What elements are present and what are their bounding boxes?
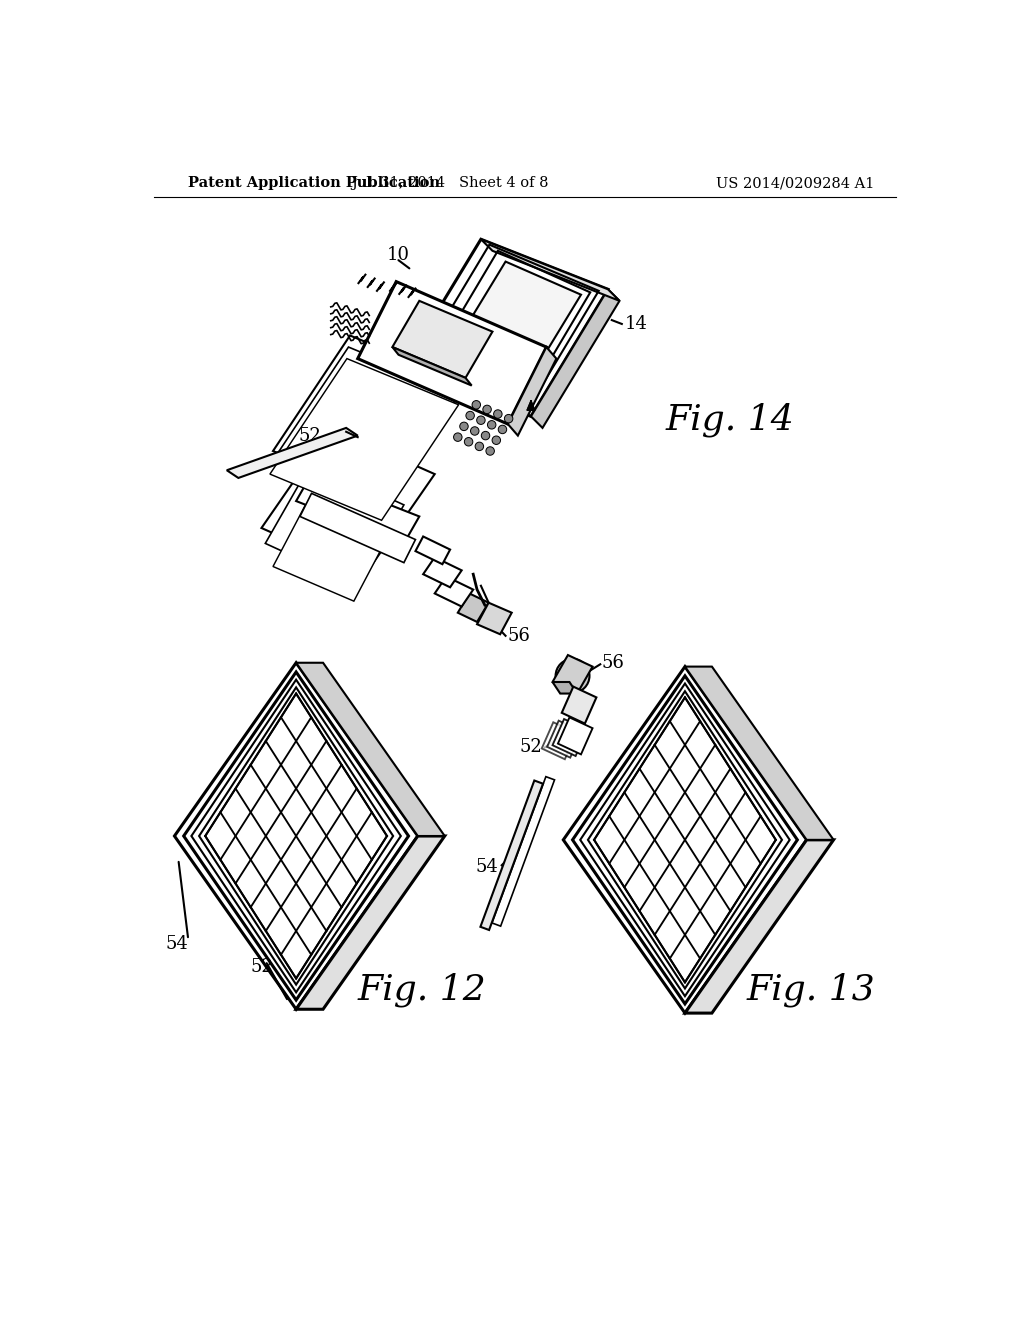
Polygon shape xyxy=(558,718,593,755)
Text: 14: 14 xyxy=(625,315,648,333)
Polygon shape xyxy=(438,261,581,405)
Text: Fig. 12: Fig. 12 xyxy=(357,973,486,1007)
Polygon shape xyxy=(183,672,409,1001)
Text: 54: 54 xyxy=(166,935,188,953)
Text: 54: 54 xyxy=(476,858,499,875)
Polygon shape xyxy=(508,347,556,436)
Polygon shape xyxy=(435,577,473,607)
Polygon shape xyxy=(296,836,444,1010)
Circle shape xyxy=(499,425,507,434)
Text: Fig. 14: Fig. 14 xyxy=(666,403,795,437)
Text: 56: 56 xyxy=(508,627,530,644)
Polygon shape xyxy=(392,347,472,385)
Polygon shape xyxy=(205,693,387,978)
Polygon shape xyxy=(416,536,451,564)
Polygon shape xyxy=(403,239,608,416)
Circle shape xyxy=(483,405,492,413)
Text: 52: 52 xyxy=(250,958,272,975)
Circle shape xyxy=(487,421,496,429)
Polygon shape xyxy=(527,401,535,411)
Polygon shape xyxy=(553,682,578,693)
Text: 52: 52 xyxy=(520,738,543,756)
Circle shape xyxy=(477,416,485,425)
Polygon shape xyxy=(273,494,392,601)
Polygon shape xyxy=(563,667,807,1014)
Polygon shape xyxy=(562,686,596,723)
Polygon shape xyxy=(531,289,620,428)
Circle shape xyxy=(493,436,501,445)
Polygon shape xyxy=(685,667,834,840)
Polygon shape xyxy=(174,663,418,1010)
Circle shape xyxy=(556,659,590,693)
Circle shape xyxy=(475,442,483,450)
Polygon shape xyxy=(581,684,790,997)
Polygon shape xyxy=(423,557,462,587)
Circle shape xyxy=(494,409,502,418)
Circle shape xyxy=(505,414,513,422)
Polygon shape xyxy=(542,722,577,759)
Polygon shape xyxy=(199,688,393,985)
Polygon shape xyxy=(588,692,782,989)
Text: 52: 52 xyxy=(299,426,322,445)
Circle shape xyxy=(454,433,462,441)
Polygon shape xyxy=(553,719,587,756)
Polygon shape xyxy=(357,281,547,424)
Polygon shape xyxy=(191,680,400,993)
Polygon shape xyxy=(594,697,776,982)
Polygon shape xyxy=(300,494,416,562)
Polygon shape xyxy=(547,721,582,758)
Circle shape xyxy=(470,426,479,436)
Polygon shape xyxy=(270,359,459,520)
Polygon shape xyxy=(492,776,555,927)
Polygon shape xyxy=(265,462,403,586)
Text: US 2014/0209284 A1: US 2014/0209284 A1 xyxy=(716,176,874,190)
Text: Fig. 13: Fig. 13 xyxy=(746,973,876,1007)
Circle shape xyxy=(481,432,489,440)
Polygon shape xyxy=(477,603,512,635)
Polygon shape xyxy=(572,676,798,1003)
Circle shape xyxy=(460,422,468,430)
Polygon shape xyxy=(553,655,593,693)
Text: 10: 10 xyxy=(387,246,410,264)
Polygon shape xyxy=(685,840,834,1014)
Polygon shape xyxy=(392,301,493,378)
Circle shape xyxy=(466,412,474,420)
Polygon shape xyxy=(481,239,620,301)
Polygon shape xyxy=(273,335,462,498)
Circle shape xyxy=(486,446,495,455)
Text: Patent Application Publication: Patent Application Publication xyxy=(188,176,440,190)
Circle shape xyxy=(472,400,480,409)
Polygon shape xyxy=(296,474,419,544)
Text: Jul. 31, 2014   Sheet 4 of 8: Jul. 31, 2014 Sheet 4 of 8 xyxy=(351,176,549,190)
Polygon shape xyxy=(480,780,543,931)
Text: 56: 56 xyxy=(602,653,625,672)
Polygon shape xyxy=(458,594,488,622)
Polygon shape xyxy=(271,347,460,508)
Polygon shape xyxy=(226,428,357,478)
Polygon shape xyxy=(296,663,444,836)
Polygon shape xyxy=(261,428,435,574)
Circle shape xyxy=(464,437,473,446)
